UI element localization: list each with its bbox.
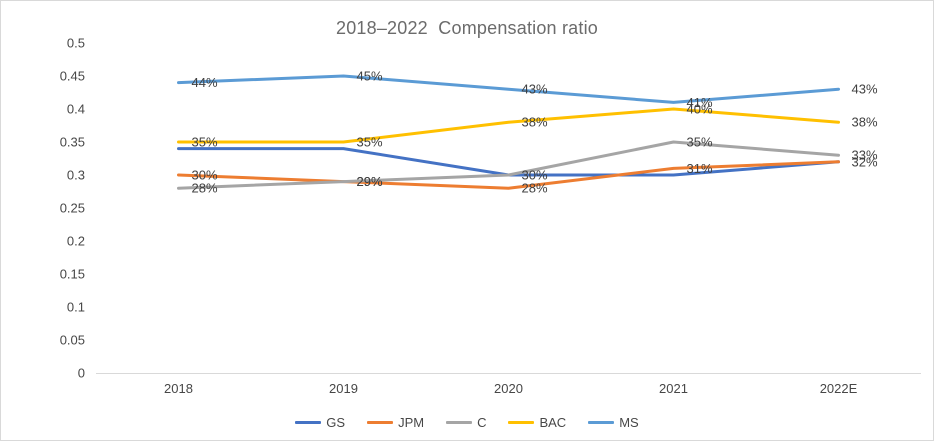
data-label-C: 35% xyxy=(687,135,713,150)
data-label-BAC: 40% xyxy=(687,102,713,117)
legend-line-swatch-JPM xyxy=(367,421,394,424)
data-label-BAC: 38% xyxy=(852,115,878,130)
legend-item-JPM: JPM xyxy=(367,415,424,430)
data-label-MS: 43% xyxy=(852,82,878,97)
legend-item-BAC: BAC xyxy=(508,415,566,430)
data-label-MS: 41% xyxy=(687,95,713,110)
y-axis-tick-label: 0.4 xyxy=(67,102,85,117)
legend-line-swatch-GS xyxy=(295,421,322,424)
legend-line-swatch-MS xyxy=(588,421,615,424)
data-label-MS: 43% xyxy=(522,82,548,97)
data-label-BAC: 35% xyxy=(357,135,383,150)
data-label-C: 30% xyxy=(522,168,548,183)
data-label-C: 28% xyxy=(192,181,218,196)
legend-label: JPM xyxy=(398,415,425,430)
legend-item-C: C xyxy=(446,415,486,430)
data-label-MS: 44% xyxy=(192,75,218,90)
legend-label: C xyxy=(477,415,487,430)
legend-label: BAC xyxy=(539,415,567,430)
y-axis-tick-label: 0.15 xyxy=(60,267,85,282)
y-axis-tick-label: 0 xyxy=(78,366,85,381)
data-label-JPM: 28% xyxy=(522,181,548,196)
y-axis-tick-label: 0.25 xyxy=(60,201,85,216)
legend-line-swatch-BAC xyxy=(508,421,535,424)
y-axis-tick-label: 0.05 xyxy=(60,333,85,348)
chart-legend: GS JPM C BAC MS xyxy=(1,415,933,430)
x-axis-tick-label: 2019 xyxy=(329,381,358,396)
y-axis-tick-label: 0.45 xyxy=(60,69,85,84)
legend-item-MS: MS xyxy=(588,415,639,430)
x-axis-tick-label: 2020 xyxy=(494,381,523,396)
y-axis-tick-label: 0.1 xyxy=(67,300,85,315)
x-axis-tick-label: 2022E xyxy=(820,381,858,396)
data-label-C: 29% xyxy=(357,174,383,189)
y-axis-tick-label: 0.3 xyxy=(67,168,85,183)
series-line-BAC xyxy=(177,107,840,144)
data-label-MS: 45% xyxy=(357,69,383,84)
data-label-JPM: 31% xyxy=(687,161,713,176)
data-label-JPM: 32% xyxy=(852,154,878,169)
chart-title: 2018–2022 Compensation ratio xyxy=(336,18,598,38)
legend-line-swatch-C xyxy=(446,421,473,424)
legend-label: MS xyxy=(619,415,639,430)
legend-item-GS: GS xyxy=(295,415,345,430)
data-label-C: 33% xyxy=(852,148,878,163)
y-axis-tick-label: 0.35 xyxy=(60,135,85,150)
series-line-GS xyxy=(177,147,840,177)
data-label-BAC: 38% xyxy=(522,115,548,130)
data-label-JPM: 30% xyxy=(192,168,218,183)
series-line-C xyxy=(177,140,840,190)
series-line-JPM xyxy=(177,160,840,190)
data-label-BAC: 35% xyxy=(192,135,218,150)
x-axis-tick-label: 2018 xyxy=(164,381,193,396)
x-axis-tick-label: 2021 xyxy=(659,381,688,396)
legend-label: GS xyxy=(326,415,346,430)
y-axis-tick-label: 0.2 xyxy=(67,234,85,249)
y-axis-tick-label: 0.5 xyxy=(67,36,85,51)
series-line-MS xyxy=(177,74,840,104)
